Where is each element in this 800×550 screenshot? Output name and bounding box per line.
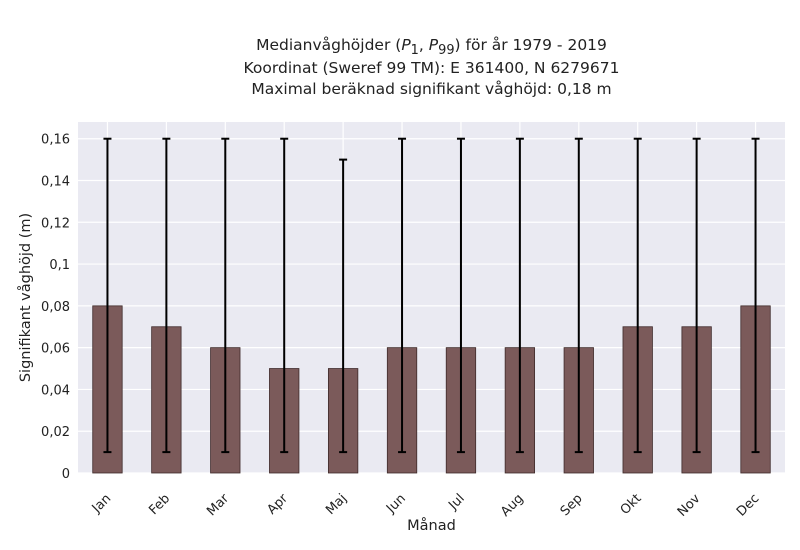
- y-tick-label-8: 0,16: [41, 133, 70, 148]
- x-tick-label-jan: Jan: [89, 491, 114, 516]
- error-bar-dec: [751, 137, 760, 454]
- x-tick-label-nov: Nov: [675, 491, 704, 520]
- x-tick-label-apr: Apr: [265, 491, 292, 518]
- title-sub-1: 1: [410, 43, 419, 59]
- plot-area: [78, 122, 785, 473]
- y-tick-label-2: 0,04: [41, 383, 70, 398]
- title-prefix: Medianvåghöjder (P1, P99) för år 1979 - …: [256, 36, 607, 59]
- y-tick-label-3: 0,06: [41, 342, 70, 357]
- x-tick-label-jun: Jun: [383, 491, 409, 517]
- x-tick-label-sep: Sep: [558, 491, 586, 519]
- x-axis-label: Månad: [407, 517, 456, 534]
- error-bar-maj: [339, 158, 348, 454]
- x-tick-label-aug: Aug: [498, 491, 527, 520]
- error-bar-sep: [574, 137, 583, 454]
- error-bar-apr: [280, 137, 289, 454]
- error-bar-jun: [398, 137, 407, 454]
- y-tick-label-0: 0: [62, 467, 70, 482]
- error-bars: [103, 137, 760, 454]
- x-tick-label-jul: Jul: [445, 491, 467, 513]
- title-sub-99: 99: [438, 43, 455, 59]
- error-bar-nov: [692, 137, 701, 454]
- y-tick-label-7: 0,14: [41, 175, 70, 190]
- x-axis: Jan Feb Mar Apr Maj Jun Jul Aug Sep Okt Nov Dec: [89, 491, 763, 520]
- y-tick-label-1: 0,02: [41, 425, 70, 440]
- y-tick-label-6: 0,12: [41, 216, 70, 231]
- y-tick-label-4: 0,08: [41, 300, 70, 315]
- error-bar-okt: [633, 137, 642, 454]
- error-bar-jul: [456, 137, 465, 454]
- y-axis: 0 0,02 0,04 0,06 0,08 0,1 0,12 0,14 0,16: [41, 133, 70, 482]
- y-axis-label: Signifikant våghöjd (m): [17, 213, 34, 382]
- y-tick-label-5: 0,1: [49, 258, 70, 273]
- x-tick-label-maj: Maj: [323, 491, 350, 518]
- error-bar-jan: [103, 137, 112, 454]
- chart-title-line-3: Maximal beräknad signifikant våghöjd: 0,…: [251, 80, 612, 98]
- x-tick-label-dec: Dec: [734, 491, 762, 519]
- chart-title-line-1: Medianvåghöjder (P1, P99) för år 1979 - …: [78, 36, 785, 58]
- x-tick-label-okt: Okt: [618, 491, 645, 518]
- error-bar-mar: [221, 137, 230, 454]
- error-bar-aug: [515, 137, 524, 454]
- chart-title-line-2: Koordinat (Sweref 99 TM): E 361400, N 62…: [243, 59, 620, 77]
- error-bar-feb: [162, 137, 171, 454]
- x-tick-label-feb: Feb: [146, 491, 173, 518]
- x-tick-label-mar: Mar: [204, 491, 232, 519]
